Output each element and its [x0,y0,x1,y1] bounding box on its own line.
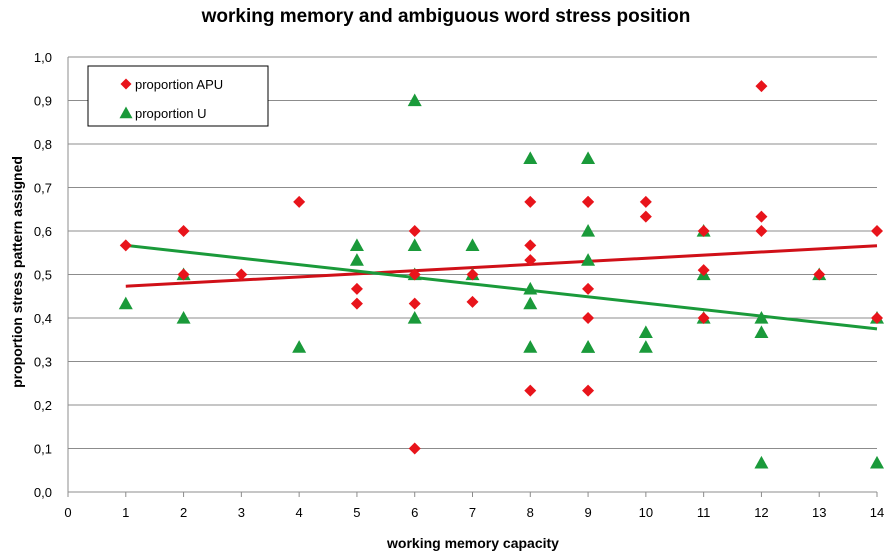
apu-point [524,195,537,208]
axes [67,57,878,497]
u-point [349,238,364,251]
u-point [407,93,422,107]
chart-title: working memory and ambiguous word stress… [201,6,691,27]
x-tick-label: 4 [296,505,303,520]
apu-point [582,312,595,324]
x-tick-label: 5 [353,505,360,520]
apu-point [755,80,768,93]
u-point [465,238,480,251]
u-point [523,340,538,353]
apu-point [871,225,883,237]
y-tick-label: 0,6 [34,224,52,239]
x-tick-label: 1 [122,505,129,520]
u-point [523,151,538,164]
apu-point [813,268,826,281]
apu-point [235,268,248,281]
apu-point [697,264,710,277]
apu-point [524,254,537,267]
y-tick-label: 0,2 [34,398,52,413]
y-tick-label: 0,0 [34,485,52,500]
apu-point [408,268,421,281]
x-tick-label: 3 [238,505,245,520]
u-point [581,151,596,164]
apu-point [639,210,652,223]
x-tick-label: 0 [64,505,71,520]
apu-point [582,384,595,397]
u-point [523,296,538,310]
u-point [581,253,596,266]
y-tick-label: 0,5 [34,268,52,283]
apu-point [350,282,363,295]
x-tick-label: 11 [697,505,711,520]
legend-label: proportion APU [135,77,223,92]
x-tick-label: 7 [469,505,476,520]
legend-marker-triangle [119,106,133,119]
tick-labels: 0,00,10,20,30,40,50,60,70,80,91,00 1 2 3 4 5 6… [34,50,884,520]
u-point [754,325,769,338]
legend-marker-diamond [120,78,132,90]
apu-point [119,239,132,252]
x-tick-label: 12 [754,505,768,520]
x-tick-label: 13 [812,505,826,520]
apu-point [697,225,710,237]
y-tick-label: 0,9 [34,94,52,109]
apu-point [582,282,595,295]
x-tick-label: 14 [870,505,884,520]
u-point [638,340,653,353]
u-point [349,253,364,266]
apu-point [350,297,363,310]
apu-point [177,268,190,281]
y-tick-label: 0,3 [34,355,52,370]
x-tick-label: 6 [411,505,418,520]
apu-point [408,442,421,455]
u-point [754,311,769,324]
legend-label: proportion U [135,106,207,121]
apu-point [755,225,768,237]
legend-box [87,65,269,127]
apu-point [639,195,652,208]
u-point [523,281,538,295]
apu-point [755,210,768,223]
apu-point [408,225,421,237]
x-tick-label: 2 [180,505,187,520]
u-point [581,224,596,237]
apu-point [697,312,710,324]
x-tick-label: 10 [639,505,653,520]
legend-item: proportion APU [120,77,223,92]
u-point [176,311,191,324]
y-tick-label: 0,7 [34,181,52,196]
u-point [292,340,307,353]
apu-point [466,295,479,308]
u-point [407,238,422,251]
apu-point [408,297,421,310]
apu-point [177,225,190,237]
legend-item: proportion U [119,106,207,121]
u-point [118,296,133,310]
apu-point [582,195,595,208]
u-point [581,340,596,353]
y-tick-label: 0,1 [34,442,52,457]
u-point [754,455,769,469]
x-tick-label: 9 [584,505,591,520]
u-point [407,311,422,324]
apu-point [524,239,537,252]
u-point [870,455,884,469]
y-tick-label: 0,4 [34,311,52,326]
trendline-apu [125,244,878,288]
x-tick-label: 8 [527,505,534,520]
apu-point [466,268,479,281]
y-axis-title: proportion stress pattern assigned [9,156,25,388]
legend: proportion APU proportion U [87,65,269,127]
apu-point [524,384,537,397]
apu-point [871,312,883,324]
trendlines [125,243,878,331]
y-tick-label: 1,0 [34,50,52,65]
y-tick-label: 0,8 [34,137,52,152]
u-point [638,325,653,338]
x-axis-title: working memory capacity [386,535,559,551]
data-points [118,80,884,469]
trendline-u [125,243,878,331]
apu-point [293,195,306,208]
